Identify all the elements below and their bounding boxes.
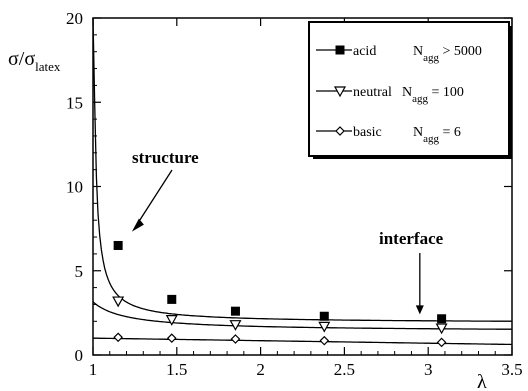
data-point-acid [167,294,177,304]
legend-marker-acid [335,45,345,55]
data-point-acid [437,314,447,324]
y-axis-label: σ/σlatex [8,48,61,74]
series-line-basic [92,337,513,346]
legend-marker-basic [335,126,345,136]
y-tick-label: 20 [66,9,83,28]
legend-n-neutral: Nagg = 100 [402,85,464,105]
legend-label-neutral: neutral [353,85,392,100]
data-point-basic [436,337,447,348]
data-point-basic [230,334,241,344]
x-tick-label: 3 [424,360,433,379]
x-tick-label: 2.5 [334,360,355,379]
x-tick-label: 3.5 [501,360,522,379]
annotation-arrowhead-interface [415,305,424,315]
data-point-neutral [318,321,331,333]
annotation-arrowhead-structure [131,218,144,232]
legend-shadow [313,156,512,159]
legend-label-acid: acid [353,44,376,59]
annotation-interface: interface [379,229,444,248]
data-point-basic [113,332,123,343]
legend-n-acid: Nagg > 5000 [413,44,482,64]
data-point-neutral [112,296,125,308]
legend-n-basic: Nagg = 6 [413,125,461,145]
annotation-arrow-structure [136,169,173,225]
annotation-structure: structure [132,148,199,167]
x-axis-label: λ [477,371,487,391]
legend: acid Nagg > 5000 neutral Nagg = 100 basic Nag… [308,21,512,159]
x-tick-label: 2 [256,360,265,379]
y-tick-label: 5 [75,262,84,281]
legend-shadow [509,26,512,159]
x-tick-label: 1 [89,360,98,379]
data-point-neutral [435,323,448,335]
x-tick-label: 1.5 [166,360,187,379]
data-point-acid [113,240,123,250]
plot-area: 1 1.5 2 2.5 3 3.5 0 5 10 15 20 structure interface ac… [66,9,523,379]
data-point-neutral [229,320,242,331]
legend-marker-neutral [333,86,347,98]
data-point-acid [230,306,240,316]
data-point-neutral [165,315,178,326]
legend-label-basic: basic [353,125,382,140]
y-tick-label: 10 [66,178,83,197]
data-point-acid [319,311,329,321]
data-point-basic [166,333,177,343]
data-point-basic [319,335,330,346]
y-tick-label: 15 [66,93,83,112]
series-line-neutral [92,301,512,330]
y-tick-label: 0 [75,346,84,365]
